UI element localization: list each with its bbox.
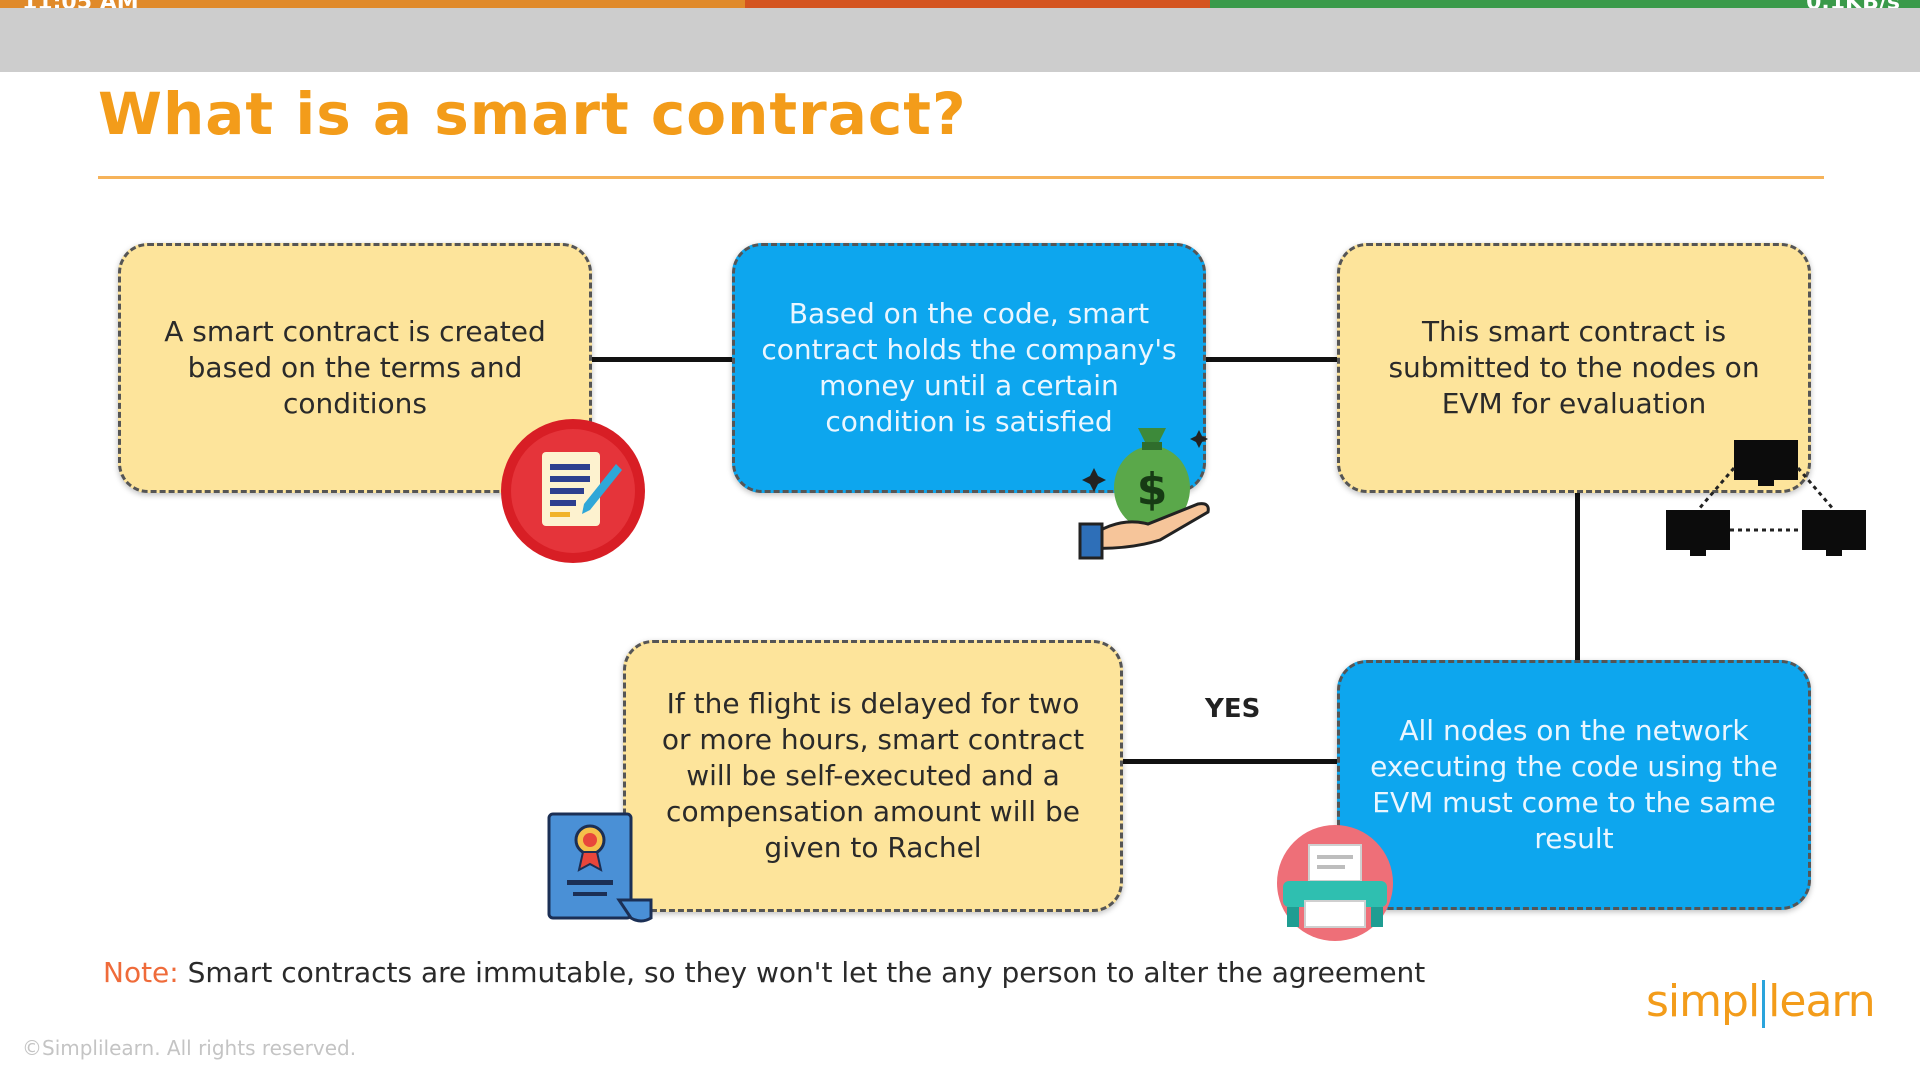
step-text: All nodes on the network executing the c… bbox=[1370, 714, 1778, 855]
simplilearn-logo: simpl learn bbox=[1646, 976, 1876, 1028]
printer-icon bbox=[1275, 823, 1395, 943]
copyright: ©Simplilearn. All rights reserved. bbox=[22, 1036, 357, 1060]
top-gray-bar bbox=[0, 8, 1920, 72]
note-label: Note: bbox=[103, 956, 179, 989]
slide-title: What is a smart contract? bbox=[98, 80, 967, 148]
connector-line bbox=[1575, 493, 1580, 660]
step-box-nodes-execute: All nodes on the network executing the c… bbox=[1337, 660, 1811, 910]
status-bar-segment bbox=[1210, 0, 1920, 8]
connector-line bbox=[1123, 759, 1337, 764]
step-box-submit-nodes: This smart contract is submitted to the … bbox=[1337, 243, 1811, 493]
step-box-create-contract: A smart contract is created based on the… bbox=[118, 243, 592, 493]
note-text: Note: Smart contracts are immutable, so … bbox=[103, 956, 1425, 989]
connector-line bbox=[1206, 357, 1337, 362]
status-bar-segment bbox=[0, 0, 745, 8]
title-divider bbox=[98, 176, 1824, 179]
status-bar bbox=[0, 0, 1920, 8]
network-icon bbox=[1662, 438, 1870, 570]
step-text: This smart contract is submitted to the … bbox=[1388, 315, 1760, 420]
step-text: Based on the code, smart contract holds … bbox=[761, 297, 1177, 438]
logo-left: simpl bbox=[1646, 976, 1760, 1027]
step-text: A smart contract is created based on the… bbox=[164, 315, 546, 420]
svg-text:$: $ bbox=[1137, 464, 1168, 515]
note-body: Smart contracts are immutable, so they w… bbox=[178, 956, 1426, 989]
money-bag-icon: $ bbox=[1078, 420, 1218, 560]
document-icon bbox=[498, 416, 648, 566]
certificate-icon bbox=[545, 810, 655, 925]
step-box-self-execute: If the flight is delayed for two or more… bbox=[623, 640, 1123, 912]
logo-right: learn bbox=[1768, 976, 1875, 1027]
step-text: If the flight is delayed for two or more… bbox=[661, 687, 1085, 864]
status-bar-segment bbox=[745, 0, 1210, 8]
connector-line bbox=[592, 357, 732, 362]
step-box-hold-money: Based on the code, smart contract holds … bbox=[732, 243, 1206, 493]
logo-divider bbox=[1762, 980, 1766, 1028]
yes-label: YES bbox=[1205, 694, 1261, 724]
